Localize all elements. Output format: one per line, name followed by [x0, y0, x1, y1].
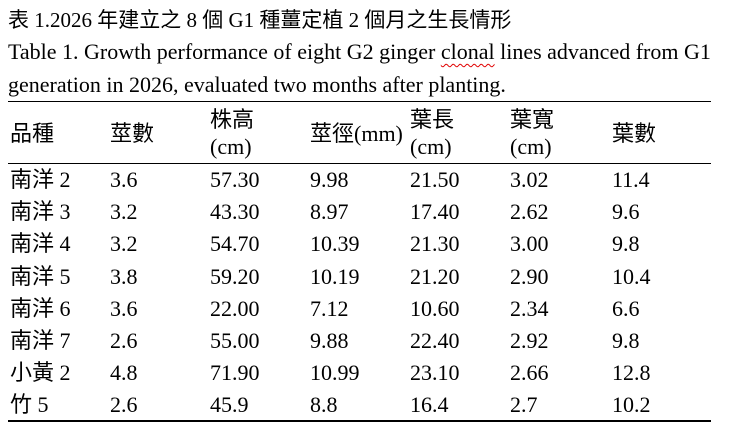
leaf-width-cell: 2.66 [510, 360, 549, 386]
leaf-length-cell: 16.4 [410, 392, 449, 418]
leaf-width-cell: 2.62 [510, 199, 549, 225]
stem-diameter-cell: 10.99 [310, 360, 360, 386]
table-row: 南洋 5 3.8 59.20 10.19 21.20 2.90 10.4 [0, 261, 735, 293]
plant-height-cell: 22.00 [210, 295, 260, 321]
table-row: 竹 5 2.6 45.9 8.8 16.4 2.7 10.2 [0, 389, 735, 421]
stem-diameter-cell: 10.19 [310, 263, 360, 289]
header-label: 葉數 [612, 120, 657, 146]
plant-height-cell: 54.70 [210, 231, 260, 257]
stem-diameter-cell: 10.39 [310, 231, 360, 257]
stem-count-cell: 3.8 [110, 263, 138, 289]
caption-english-line-2: generation in 2026, evaluated two months… [8, 72, 506, 97]
leaf-length-cell: 17.40 [410, 199, 460, 225]
leaf-count-cell: 11.4 [612, 167, 650, 192]
leaf-count-cell: 9.8 [612, 231, 640, 257]
header-label: 株高 [210, 107, 255, 132]
stem-diameter-cell: 9.88 [310, 328, 349, 353]
stem-count-cell: 3.2 [110, 199, 138, 225]
stem-diameter-cell: 8.8 [310, 392, 338, 418]
variety-cell: 小黃 2 [10, 360, 71, 386]
leaf-count-cell: 9.6 [612, 199, 640, 225]
plant-height-cell: 43.30 [210, 199, 260, 225]
header-label: 品種 [10, 120, 55, 146]
leaf-count-cell: 6.6 [612, 295, 640, 321]
leaf-width-cell: 2.7 [510, 392, 538, 418]
stem-count-cell: 2.6 [110, 392, 138, 418]
header-label: 莖徑(mm) [310, 120, 403, 146]
stem-count-cell: 3.6 [110, 167, 138, 192]
stem-count-cell: 2.6 [110, 328, 138, 353]
stem-count-cell: 4.8 [110, 360, 138, 386]
header-plant-height: 株高 (cm) [210, 106, 254, 160]
caption-chinese: 表 1.2026 年建立之 8 個 G1 種薑定植 2 個月之生長情形 [8, 8, 512, 32]
caption-text: lines advanced from G1 [494, 39, 711, 64]
stem-diameter-cell: 9.98 [310, 167, 349, 192]
table-bottom-rule [8, 420, 711, 422]
header-unit: (cm) [210, 134, 252, 159]
header-label: 葉寬 [510, 107, 555, 132]
header-unit: (cm) [510, 134, 552, 159]
leaf-count-cell: 9.8 [612, 328, 640, 353]
stem-count-cell: 3.2 [110, 231, 138, 257]
leaf-width-cell: 3.00 [510, 231, 549, 257]
leaf-length-cell: 21.20 [410, 263, 460, 289]
stem-count-cell: 3.6 [110, 295, 138, 321]
table-row: 小黃 2 4.8 71.90 10.99 23.10 2.66 12.8 [0, 357, 735, 389]
table-header-rule [8, 162, 711, 164]
header-unit: (cm) [410, 134, 452, 159]
leaf-count-cell: 12.8 [612, 360, 651, 386]
header-leaf-length: 葉長 (cm) [410, 106, 454, 160]
header-variety: 品種 [10, 106, 54, 160]
header-leaf-width: 葉寬 (cm) [510, 106, 554, 160]
header-stem-diameter: 莖徑(mm) [310, 106, 403, 160]
variety-cell: 南洋 4 [10, 231, 71, 257]
leaf-length-cell: 10.60 [410, 295, 460, 321]
leaf-length-cell: 21.30 [410, 231, 460, 257]
table-row: 南洋 2 3.6 57.30 9.98 21.50 3.02 11.4 [0, 164, 735, 196]
leaf-length-cell: 22.40 [410, 328, 460, 353]
caption-text: Table 1. Growth performance of eight G2 … [8, 39, 441, 64]
header-leaf-count: 葉數 [612, 106, 656, 160]
spellcheck-flagged-word[interactable]: clonal [440, 39, 495, 64]
variety-cell: 南洋 3 [10, 199, 71, 225]
header-label: 莖數 [110, 120, 155, 146]
variety-cell: 南洋 6 [10, 295, 71, 321]
table-row: 南洋 6 3.6 22.00 7.12 10.60 2.34 6.6 [0, 293, 735, 325]
leaf-width-cell: 2.92 [510, 328, 549, 353]
table-row: 南洋 4 3.2 54.70 10.39 21.30 3.00 9.8 [0, 228, 735, 260]
leaf-width-cell: 2.34 [510, 295, 549, 321]
leaf-count-cell: 10.4 [612, 263, 651, 289]
leaf-length-cell: 21.50 [410, 167, 460, 192]
header-stem-count: 莖數 [110, 106, 154, 160]
variety-cell: 南洋 2 [10, 167, 71, 192]
table-row: 南洋 3 3.2 43.30 8.97 17.40 2.62 9.6 [0, 196, 735, 228]
plant-height-cell: 59.20 [210, 263, 260, 289]
plant-height-cell: 57.30 [210, 167, 260, 192]
table-top-rule [8, 100, 711, 102]
leaf-width-cell: 3.02 [510, 167, 549, 192]
stem-diameter-cell: 8.97 [310, 199, 349, 225]
header-label: 葉長 [410, 107, 455, 132]
leaf-width-cell: 2.90 [510, 263, 549, 289]
variety-cell: 竹 5 [10, 392, 49, 418]
plant-height-cell: 45.9 [210, 392, 249, 418]
plant-height-cell: 71.90 [210, 360, 260, 386]
caption-english-line-1: Table 1. Growth performance of eight G2 … [8, 36, 711, 68]
stem-diameter-cell: 7.12 [310, 295, 349, 321]
leaf-length-cell: 23.10 [410, 360, 460, 386]
variety-cell: 南洋 5 [10, 263, 71, 289]
variety-cell: 南洋 7 [10, 328, 71, 353]
plant-height-cell: 55.00 [210, 328, 260, 353]
table-row: 南洋 7 2.6 55.00 9.88 22.40 2.92 9.8 [0, 325, 735, 357]
leaf-count-cell: 10.2 [612, 392, 651, 418]
